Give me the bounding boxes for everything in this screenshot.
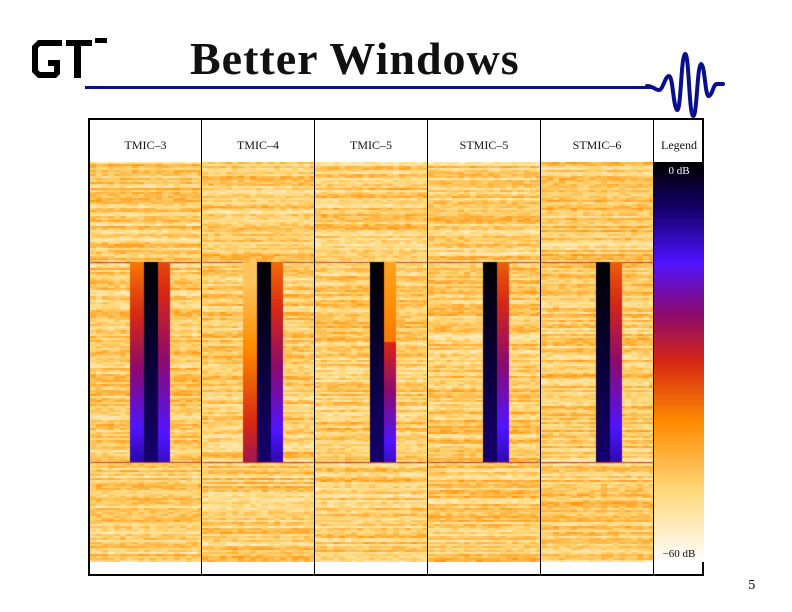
column-header-stmic-6: STMIC–6	[541, 138, 653, 153]
spectrogram-tmic-3	[90, 162, 201, 562]
page-number: 5	[748, 578, 756, 592]
column-header-tmic-5: TMIC–5	[315, 138, 427, 153]
column-header-tmic-4: TMIC–4	[202, 138, 314, 153]
legend-bottom-label: −60 dB	[654, 548, 704, 560]
column-header-stmic-5: STMIC–5	[428, 138, 540, 153]
slide-title: Better Windows	[190, 32, 520, 85]
gt-logo-icon	[0, 0, 120, 90]
window-comparison-figure: TMIC–3 TMIC–4 TMIC–5 STMIC–5 STMIC–6 Leg…	[88, 118, 704, 576]
spectrogram-stmic-6	[541, 162, 653, 562]
legend-colorbar	[654, 162, 704, 562]
legend-header: Legend	[654, 138, 704, 153]
spectrogram-tmic-4	[202, 162, 314, 562]
legend-top-label: 0 dB	[654, 165, 704, 177]
spectrogram-stmic-5	[428, 162, 540, 562]
column-header-tmic-3: TMIC–3	[90, 138, 201, 153]
wavelet-icon	[645, 48, 725, 120]
spectrogram-tmic-5	[315, 162, 427, 562]
title-underline	[85, 86, 655, 89]
